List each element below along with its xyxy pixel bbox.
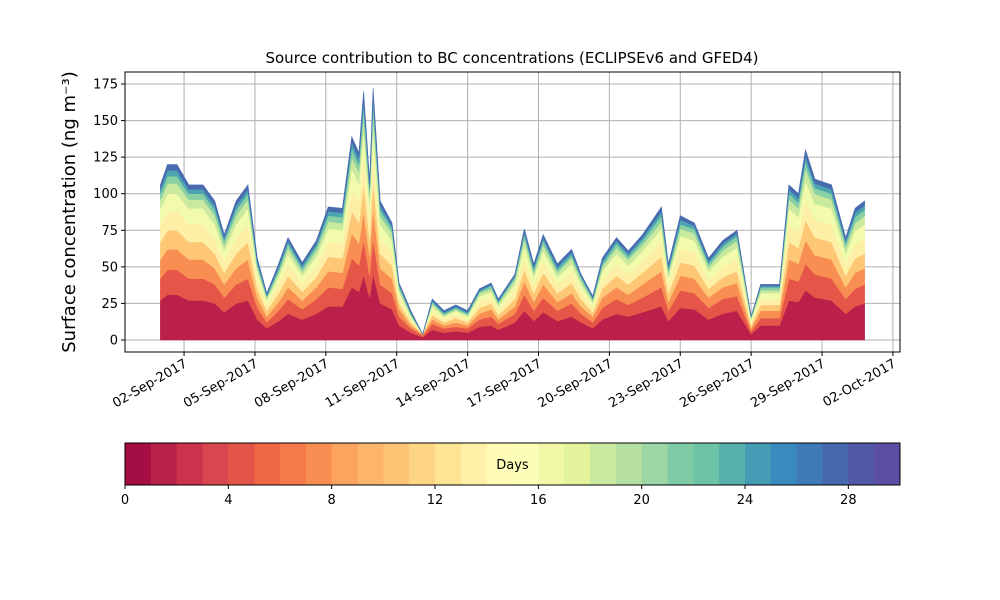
colorbar-cell [874,443,901,485]
chart-title: Source contribution to BC concentrations… [265,49,758,67]
colorbar-tick-label: 24 [737,493,754,508]
colorbar-cell [848,443,875,485]
colorbar-cell [331,443,358,485]
y-tick-label: 75 [101,224,118,239]
colorbar-cell [512,443,539,485]
x-tick-label: 17-Sep-2017 [465,356,545,411]
colorbar-tick-label: 16 [530,493,547,508]
y-tick-label: 175 [93,77,118,92]
y-tick-label: 125 [93,151,118,166]
colorbar-cell [770,443,798,485]
colorbar-cell [150,443,178,485]
x-tick-label: 14-Sep-2017 [394,356,474,411]
colorbar-cell [796,443,823,485]
colorbar-cell [745,443,772,485]
colorbar-cell [719,443,746,485]
y-tick-label: 25 [101,297,118,312]
x-tick-label: 26-Sep-2017 [677,356,757,411]
colorbar-label: Days [496,458,529,473]
x-tick-label: 29-Sep-2017 [748,356,828,411]
y-tick-label: 50 [101,260,118,275]
colorbar-cell [435,443,462,485]
colorbar-cell [202,443,229,485]
colorbar-cell [460,443,488,485]
colorbar-cell [590,443,617,485]
colorbar-cell [305,443,333,485]
x-tick-label: 08-Sep-2017 [252,356,332,411]
colorbar-cell [538,443,565,485]
area-layer [160,88,865,336]
plot-frame [124,71,901,353]
x-tick-label: 11-Sep-2017 [323,356,403,411]
x-tick-label: 23-Sep-2017 [606,356,686,411]
x-tick-label: 20-Sep-2017 [536,356,616,411]
y-tick-label: 100 [93,187,118,202]
colorbar-cell [667,443,694,485]
colorbar-cell [383,443,410,485]
colorbar-tick-label: 0 [121,493,129,508]
x-tick-label: 02-Sep-2017 [110,356,190,411]
colorbar-cell [125,443,152,485]
colorbar-cell [228,443,255,485]
colorbar-cell [280,443,307,485]
y-tick-label: 150 [93,114,118,129]
colorbar-tick-label: 12 [427,493,444,508]
colorbar-cell [693,443,720,485]
x-tick-label: 05-Sep-2017 [181,356,261,411]
colorbar-cell [357,443,384,485]
colorbar-cell [176,443,203,485]
colorbar-cell [615,443,643,485]
colorbar-cell [254,443,281,485]
y-axis-label: Surface concentration (ng m⁻³) [59,71,80,353]
colorbar-frame [124,442,901,486]
x-tick-label: 02-Oct-2017 [821,356,899,410]
y-tick-label: 0 [110,334,118,349]
colorbar-cell [822,443,849,485]
colorbar-cell [641,443,668,485]
colorbar-tick-label: 8 [328,493,336,508]
colorbar-tick-label: 4 [224,493,232,508]
colorbar-cell [564,443,591,485]
colorbar-tick-label: 28 [840,493,857,508]
colorbar-cell [486,443,513,485]
colorbar-cell [409,443,436,485]
colorbar-tick-label: 20 [633,493,650,508]
